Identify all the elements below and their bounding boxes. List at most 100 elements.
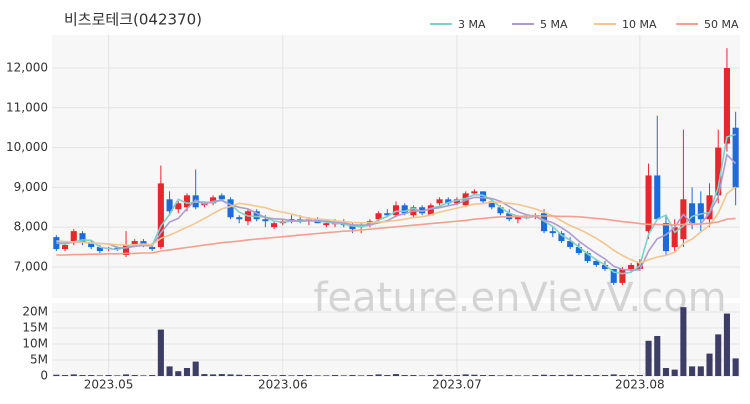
candle-body <box>218 195 225 200</box>
legend-label: 5 MA <box>540 18 568 31</box>
candle-body <box>706 195 713 220</box>
volume-bar <box>558 375 565 376</box>
volume-bar <box>105 375 112 376</box>
candle-body <box>323 223 330 226</box>
candle-body <box>628 264 635 269</box>
candle-body <box>593 260 600 265</box>
candle-body <box>183 195 191 208</box>
volume-bar <box>271 375 278 376</box>
volume-bar <box>366 375 373 376</box>
candle-body <box>680 199 687 240</box>
volume-bar <box>88 375 95 376</box>
volume-bar <box>323 375 330 376</box>
volume-bar <box>131 375 138 376</box>
candle-body <box>584 253 591 261</box>
ma-line <box>56 133 736 275</box>
volume-bar <box>288 375 295 376</box>
candle-body <box>671 227 678 248</box>
ma-line <box>56 186 737 264</box>
x-tick-label: 2023.07 <box>432 378 482 392</box>
candle-body <box>427 205 434 216</box>
candle-body <box>732 127 739 188</box>
volume-bar <box>453 375 461 376</box>
price-panel <box>52 35 740 298</box>
volume-bar <box>732 358 739 376</box>
candle-body <box>558 233 565 242</box>
volume-bar <box>427 375 434 376</box>
candle-body <box>114 247 121 250</box>
volume-bar <box>488 375 495 376</box>
volume-bar <box>201 374 208 376</box>
candle-body <box>262 219 269 222</box>
volume-bar <box>236 374 243 376</box>
candle-body <box>384 213 391 216</box>
volume-bar <box>192 361 199 376</box>
candle-body <box>122 245 130 256</box>
candle-body <box>149 247 156 250</box>
candle-body <box>53 237 60 250</box>
candle-body <box>497 207 504 214</box>
volume-tick-label: 5M <box>30 352 48 366</box>
volume-bar <box>610 374 617 376</box>
candle-body <box>654 175 661 220</box>
volume-bar <box>541 374 548 376</box>
volume-bar <box>358 375 365 376</box>
volume-bar <box>279 375 286 376</box>
candle-body <box>131 241 138 246</box>
volume-bar <box>715 334 722 376</box>
volume-bar <box>567 374 574 376</box>
candle-body <box>549 231 556 234</box>
candle-body <box>541 213 548 232</box>
candle-body <box>619 268 626 283</box>
candle-body <box>488 201 495 208</box>
y-tick-label: 11,000 <box>6 100 48 114</box>
volume-panel <box>52 303 740 376</box>
legend-label: 3 MA <box>458 18 486 31</box>
volume-bar <box>53 374 60 376</box>
candle-body <box>253 211 260 220</box>
candle-body <box>715 147 722 196</box>
legend-label: 50 MA <box>704 18 739 31</box>
volume-bar <box>122 374 130 376</box>
volume-bar <box>601 375 609 376</box>
volume-bar <box>584 375 591 376</box>
candle-body <box>514 217 521 220</box>
volume-bar <box>462 374 469 376</box>
volume-bar <box>114 375 121 376</box>
candle-body <box>175 203 182 210</box>
candle-body <box>401 205 408 214</box>
candle-body <box>575 247 582 254</box>
volume-bar <box>401 375 408 376</box>
volume-bar <box>297 375 304 376</box>
volume-bar <box>514 375 521 376</box>
volume-bar <box>96 375 103 376</box>
volume-bar <box>654 335 661 376</box>
volume-bar <box>723 313 730 376</box>
volume-bar <box>419 375 426 376</box>
y-tick-label: 10,000 <box>6 140 48 154</box>
volume-bar <box>593 375 600 376</box>
candle-body <box>392 205 400 216</box>
y-tick-label: 9,000 <box>14 180 48 194</box>
candle-body <box>610 268 617 283</box>
y-tick-label: 8,000 <box>14 220 48 234</box>
candle-body <box>88 243 95 248</box>
candle-body <box>210 197 217 204</box>
volume-bar <box>532 375 539 376</box>
volume-bar <box>305 375 312 376</box>
volume-bar <box>680 307 687 376</box>
candle-body <box>62 245 69 250</box>
volume-tick-label: 15M <box>22 320 48 334</box>
ma-line <box>56 153 737 271</box>
candle-body <box>697 203 704 220</box>
volume-bar <box>166 366 173 376</box>
candle-body <box>271 223 278 228</box>
volume-bar <box>645 340 652 376</box>
candle-body <box>227 199 234 218</box>
candle-body <box>140 241 147 246</box>
x-tick-label: 2023.05 <box>84 378 134 392</box>
ma-line <box>56 214 736 256</box>
volume-bar <box>375 374 382 376</box>
volume-bar <box>506 375 513 376</box>
